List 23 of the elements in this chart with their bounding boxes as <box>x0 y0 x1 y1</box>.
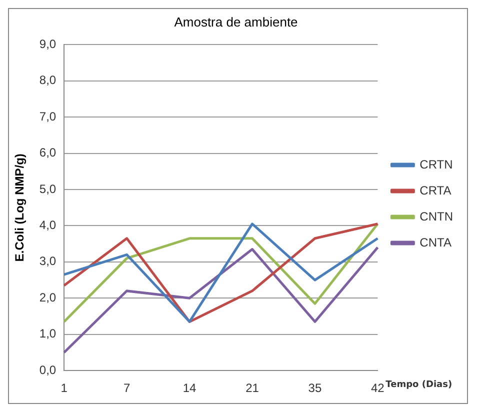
y-axis-title: E.Coli (Log NMP/g) <box>12 154 27 262</box>
chart-title: Amostra de ambiente <box>174 14 298 30</box>
y-tick-label: 2,0 <box>39 290 56 304</box>
x-tick-label: 14 <box>182 381 197 396</box>
y-tick-label: 4,0 <box>39 218 56 232</box>
y-tick-label: 1,0 <box>39 326 56 341</box>
y-tick-label: 8,0 <box>39 73 56 88</box>
y-tick-label: 3,0 <box>39 254 56 268</box>
x-tick-label: 21 <box>246 381 260 396</box>
y-tick-label: 0,0 <box>39 362 56 377</box>
y-tick-label: 5,0 <box>39 182 56 196</box>
x-tick-label: 7 <box>123 381 130 396</box>
legend-label: CNTA <box>420 235 452 250</box>
y-tick-label: 9,0 <box>39 36 56 51</box>
x-tick-label: 1 <box>60 381 68 396</box>
y-tick-label: 6,0 <box>39 146 56 160</box>
x-tick-label: 35 <box>308 381 322 396</box>
y-tick-label: 7,0 <box>39 109 56 124</box>
legend-label: CRTA <box>420 183 452 198</box>
x-tick-label: 42 <box>370 381 385 396</box>
x-axis-title: Tempo (Dias) <box>386 380 452 390</box>
legend-label: CNTN <box>420 209 453 224</box>
legend-label: CRTN <box>420 157 453 172</box>
